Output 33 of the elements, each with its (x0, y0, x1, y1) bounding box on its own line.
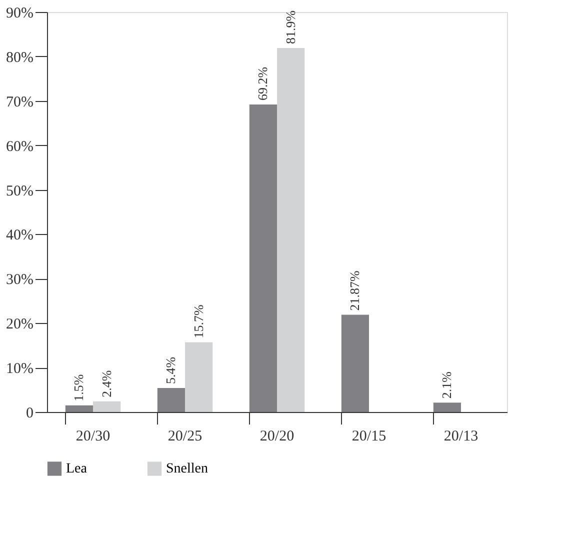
bar (249, 104, 277, 412)
x-tick-label: 20/13 (444, 428, 478, 444)
bar (65, 405, 93, 412)
y-tick-label: 80% (6, 50, 34, 66)
y-tick-label: 40% (6, 228, 34, 244)
bar (93, 401, 121, 412)
y-tick-label: 60% (6, 138, 34, 155)
legend-label: Lea (66, 462, 88, 477)
data-label: 2.1% (439, 371, 454, 399)
bar (341, 314, 369, 412)
x-tick-label: 20/20 (260, 428, 294, 444)
data-label: 1.5% (71, 374, 86, 402)
data-label: 81.9% (282, 10, 298, 44)
data-label: 15.7% (190, 304, 206, 338)
x-tick-label: 20/30 (76, 428, 110, 444)
y-tick-label: 0 (26, 406, 34, 422)
x-tick-label: 20/25 (168, 428, 202, 444)
y-tick-label: 70% (6, 94, 34, 110)
y-tick-label: 10% (6, 361, 34, 378)
bar (433, 402, 461, 412)
data-label: 69.2% (255, 66, 270, 100)
bar (185, 342, 213, 412)
data-label: 5.4% (163, 356, 178, 384)
data-label: 21.87% (347, 270, 362, 311)
data-label: 2.4% (98, 370, 114, 398)
bar (157, 388, 185, 412)
y-tick-label: 20% (6, 316, 34, 333)
bar (277, 48, 305, 412)
y-tick-label: 50% (6, 183, 34, 200)
x-tick-label: 20/15 (352, 428, 386, 444)
legend-label: Snellen (166, 462, 208, 477)
y-tick-label: 90% (6, 6, 34, 22)
y-tick-label: 30% (6, 272, 34, 288)
